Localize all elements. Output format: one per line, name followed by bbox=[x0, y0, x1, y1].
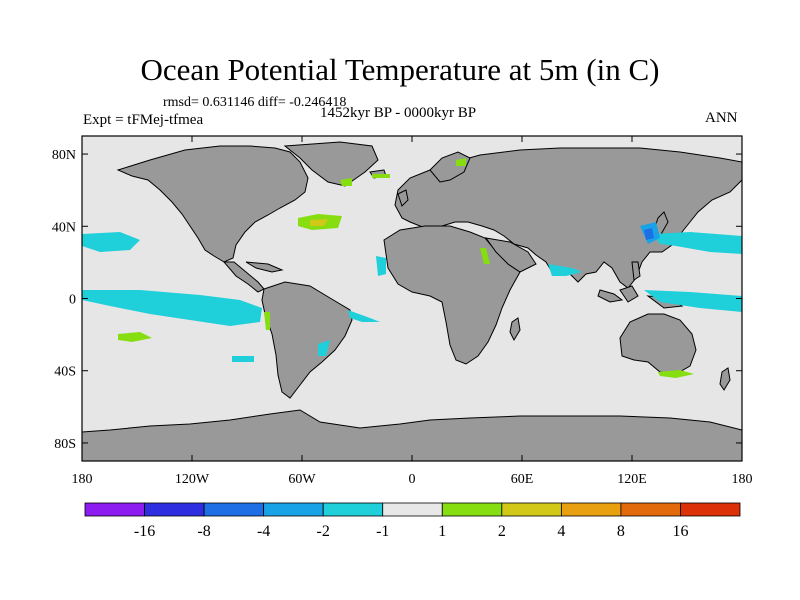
lat-tick-label: 80S bbox=[54, 437, 76, 452]
colorbar-swatch bbox=[84, 502, 145, 517]
lat-tick-label: 0 bbox=[69, 293, 76, 308]
colorbar-swatch bbox=[501, 502, 562, 517]
indonesia-land bbox=[597, 289, 624, 303]
colorbar-swatch bbox=[203, 502, 265, 517]
continents bbox=[81, 141, 743, 462]
madagascar-land bbox=[509, 317, 521, 342]
colorbar-label: 2 bbox=[498, 523, 506, 540]
lon-tick-label: 60W bbox=[288, 472, 316, 487]
colorbar-label: 1 bbox=[438, 523, 446, 540]
lat-tick-label: 40N bbox=[52, 220, 76, 235]
colorbar-swatch bbox=[144, 502, 205, 517]
new-zealand-land bbox=[719, 367, 731, 391]
lat-tick-label: 40S bbox=[54, 365, 76, 380]
blue-patch-kuroshio bbox=[644, 228, 654, 240]
north-america-land bbox=[116, 145, 309, 263]
yellow-patch-north-atlantic bbox=[310, 219, 328, 226]
antarctica-land bbox=[81, 409, 743, 462]
green-patch-south-pacific bbox=[118, 332, 152, 342]
colorbar-label: -2 bbox=[317, 523, 330, 540]
latitude-axis: 80N 40N 0 40S 80S bbox=[52, 148, 742, 452]
lat-tick-label: 80N bbox=[52, 148, 76, 163]
philippines-land bbox=[631, 261, 641, 281]
lon-tick-label: 180 bbox=[72, 472, 93, 487]
colorbar-swatch bbox=[560, 502, 622, 517]
period-label: 1452kyr BP - 0000kyr BP bbox=[320, 105, 477, 121]
green-patch-barents bbox=[456, 158, 466, 166]
green-patch-red-sea bbox=[480, 248, 490, 264]
lon-tick-label: 0 bbox=[409, 472, 416, 487]
anomaly-patches bbox=[82, 158, 742, 378]
arabia-land bbox=[484, 237, 537, 273]
cyan-patch-south-atlantic bbox=[318, 340, 330, 356]
green-patch-arctic bbox=[372, 174, 390, 178]
cyan-patch-maritime bbox=[644, 290, 742, 312]
colorbar-swatch bbox=[382, 502, 443, 517]
colorbar-swatch bbox=[680, 502, 741, 517]
lon-tick-label: 180 bbox=[732, 472, 753, 487]
season-label: ANN bbox=[705, 110, 738, 126]
south-america-land bbox=[261, 281, 353, 399]
cyan-patch-north-pacific bbox=[82, 232, 140, 252]
map-panel: 80N 40N 0 40S 80S 180 120W 60W 0 60E 120E 180 bbox=[52, 135, 753, 487]
cyan-patch-southern-ocean bbox=[232, 356, 254, 362]
cyan-patch-indian-ocean bbox=[548, 264, 582, 276]
colorbar-label: 16 bbox=[672, 523, 688, 540]
cyan-patch-west-pacific bbox=[652, 232, 742, 254]
australia-land bbox=[619, 313, 697, 375]
colorbar-label: -4 bbox=[257, 523, 270, 540]
green-patch-greenland-sea bbox=[340, 178, 352, 186]
green-patch-chile bbox=[264, 312, 270, 330]
colorbar-label: 4 bbox=[557, 523, 565, 540]
colorbar-swatch bbox=[441, 502, 503, 517]
colorbar-label: -16 bbox=[134, 523, 155, 540]
colorbar-swatch bbox=[620, 502, 681, 517]
lon-tick-label: 60E bbox=[511, 472, 534, 487]
cyan-patch-equatorial-pacific bbox=[82, 290, 262, 326]
longitude-axis: 180 120W 60W 0 60E 120E 180 bbox=[72, 136, 753, 487]
cyan-patch-east-africa bbox=[376, 256, 386, 276]
experiment-label: Expt = tFMej-tfmea bbox=[83, 112, 204, 128]
colorbar: -16 -8 -4 -2 -1 1 2 4 8 16 bbox=[84, 502, 741, 540]
greenland-land bbox=[283, 141, 379, 187]
colorbar-label: -1 bbox=[376, 523, 389, 540]
eurasia-land bbox=[394, 147, 743, 289]
cyan-patch-atlantic bbox=[348, 310, 380, 322]
colorbar-swatch bbox=[322, 502, 384, 517]
british-isles-land bbox=[397, 189, 409, 207]
rmsd-diff-stats: rmsd= 0.631146 diff= -0.246418 bbox=[163, 95, 347, 110]
caribbean-islands-land bbox=[245, 261, 284, 273]
chart-title: Ocean Potential Temperature at 5m (in C) bbox=[140, 52, 660, 87]
lon-tick-label: 120W bbox=[175, 472, 210, 487]
colorbar-label: 8 bbox=[617, 523, 625, 540]
colorbar-label: -8 bbox=[197, 523, 210, 540]
borneo-land bbox=[619, 285, 639, 303]
colorbar-swatch bbox=[263, 502, 324, 517]
green-patch-australia bbox=[658, 370, 694, 378]
lon-tick-label: 120E bbox=[617, 472, 647, 487]
